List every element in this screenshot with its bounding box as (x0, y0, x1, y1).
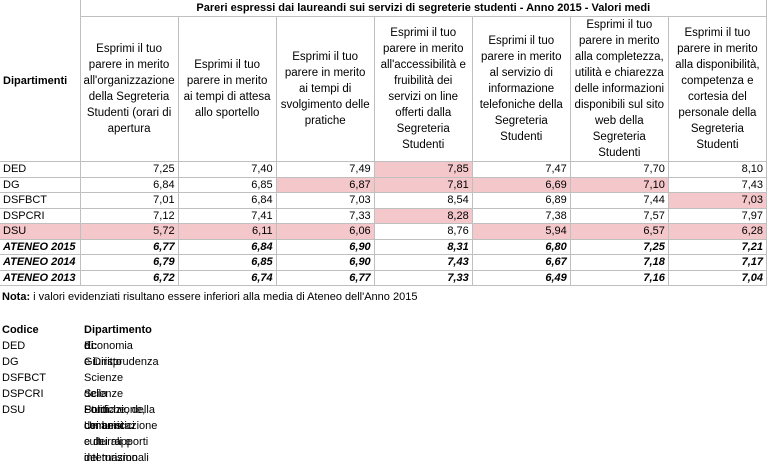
legend-code: DSPCRI (2, 388, 44, 400)
cell: 5,72 (79, 223, 179, 240)
note-text: i valori evidenziati risultano essere in… (33, 291, 418, 303)
data-row: DED 7,25 7,40 7,49 7,85 7,47 7,70 8,10 (0, 161, 768, 178)
cell: 7,03 (667, 192, 768, 209)
cell: 6,90 (275, 238, 375, 255)
header-row: Esprimi il tuo parere in merito all'orga… (0, 16, 768, 162)
cell: 6,84 (177, 238, 277, 255)
cell: 6,90 (275, 254, 375, 271)
row-label: DG (0, 176, 81, 193)
cell: 7,04 (667, 269, 768, 286)
cell: 6,77 (275, 269, 375, 286)
column-header: Esprimi il tuo parere in merito alla dis… (667, 16, 768, 162)
cell: 8,76 (373, 223, 473, 240)
cell: 7,49 (275, 161, 375, 178)
legend-code: DG (2, 356, 19, 368)
cell: 7,41 (177, 207, 277, 224)
cell: 7,44 (569, 192, 669, 209)
cell: 7,17 (667, 254, 768, 271)
cell: 7,40 (177, 161, 277, 178)
cell: 6,74 (177, 269, 277, 286)
cell: 7,10 (569, 176, 669, 193)
title-row: Dipartimenti Pareri espressi dai laureand… (0, 0, 768, 162)
cell: 8,10 (667, 161, 768, 178)
cell: 7,47 (471, 161, 571, 178)
column-header: Esprimi il tuo parere in merito ai tempi… (177, 16, 277, 162)
legend-name: Studi Umanistici (84, 404, 135, 432)
row-label: ATENEO 2015 (0, 238, 81, 255)
row-label: ATENEO 2014 (0, 254, 81, 271)
cell: 6,85 (177, 254, 277, 271)
cell: 6,57 (569, 223, 669, 240)
column-header: Esprimi il tuo parere in merito alla com… (569, 16, 669, 162)
cell: 6,49 (471, 269, 571, 286)
legend-header-name: Dipartimento di: (84, 324, 152, 352)
data-row: DG 6,84 6,85 6,87 7,81 6,69 7,10 7,43 (0, 176, 768, 193)
cell: 8,54 (373, 192, 473, 209)
cell: 6,89 (471, 192, 571, 209)
row-label: DSPCRI (0, 207, 81, 224)
corner-header: Dipartimenti (0, 0, 81, 162)
cell: 7,43 (667, 176, 768, 193)
data-row: ATENEO 2015 6,77 6,84 6,90 8,31 6,80 7,25 7,21 (0, 238, 768, 255)
cell: 7,38 (471, 207, 571, 224)
cell: 6,84 (177, 192, 277, 209)
data-row: DSU 5,72 6,11 6,06 8,76 5,94 6,57 6,28 (0, 223, 768, 240)
cell: 7,85 (373, 161, 473, 178)
data-row: ATENEO 2014 6,79 6,85 6,90 7,43 6,67 7,18 7,17 (0, 254, 768, 271)
cell: 6,77 (79, 238, 179, 255)
legend-name: Giurisprudenza (84, 356, 159, 368)
cell: 6,72 (79, 269, 179, 286)
legend-code: DED (2, 340, 26, 352)
row-label: DED (0, 161, 81, 178)
cell: 6,06 (275, 223, 375, 240)
cell: 7,57 (569, 207, 669, 224)
cell: 7,18 (569, 254, 669, 271)
column-header: Esprimi il tuo parere in merito ai tempi… (275, 16, 375, 162)
cell: 7,16 (569, 269, 669, 286)
cell: 7,33 (275, 207, 375, 224)
cell: 6,67 (471, 254, 571, 271)
legend-name: Economia e Diritto (84, 340, 133, 368)
cell: 8,28 (373, 207, 473, 224)
cell: 7,25 (79, 161, 179, 178)
legend-header-code: Codice (2, 324, 39, 336)
cell: 5,94 (471, 223, 571, 240)
cell: 6,80 (471, 238, 571, 255)
data-row: DSFBCT 7,01 6,84 7,03 8,54 6,89 7,44 7,03 (0, 192, 768, 209)
cell: 7,21 (667, 238, 768, 255)
cell: 7,81 (373, 176, 473, 193)
data-row: ATENEO 2013 6,72 6,74 6,77 7,33 6,49 7,16 7,04 (0, 269, 768, 286)
note-label: Nota: (2, 291, 31, 303)
cell: 7,12 (79, 207, 179, 224)
row-label: DSU (0, 223, 81, 240)
column-header: Esprimi il tuo parere in merito all'orga… (79, 16, 179, 162)
legend-code: DSU (2, 404, 26, 416)
cell: 7,03 (275, 192, 375, 209)
column-header: Esprimi il tuo parere in merito al servi… (471, 16, 571, 162)
row-label: DSFBCT (0, 192, 81, 209)
cell: 7,43 (373, 254, 473, 271)
cell: 8,31 (373, 238, 473, 255)
cell: 7,25 (569, 238, 669, 255)
cell: 6,79 (79, 254, 179, 271)
cell: 7,70 (569, 161, 669, 178)
data-row: DSPCRI 7,12 7,41 7,33 8,28 7,38 7,57 7,97 (0, 207, 768, 224)
cell: 6,84 (79, 176, 179, 193)
results-table: Dipartimenti Pareri espressi dai laureand… (0, 0, 768, 286)
cell: 7,97 (667, 207, 768, 224)
cell: 6,69 (471, 176, 571, 193)
cell: 6,28 (667, 223, 768, 240)
cell: 6,87 (275, 176, 375, 193)
row-label: ATENEO 2013 (0, 269, 81, 286)
cell: 6,85 (177, 176, 277, 193)
note: Nota: i valori evidenziati risultano ess… (2, 291, 417, 303)
cell: 7,33 (373, 269, 473, 286)
cell: 6,11 (177, 223, 277, 240)
column-header: Esprimi il tuo parere in merito all'acce… (373, 16, 473, 162)
legend-code: DSFBCT (2, 372, 46, 384)
table-title: Pareri espressi dai laureandi sui serviz… (79, 0, 768, 17)
cell: 7,01 (79, 192, 179, 209)
